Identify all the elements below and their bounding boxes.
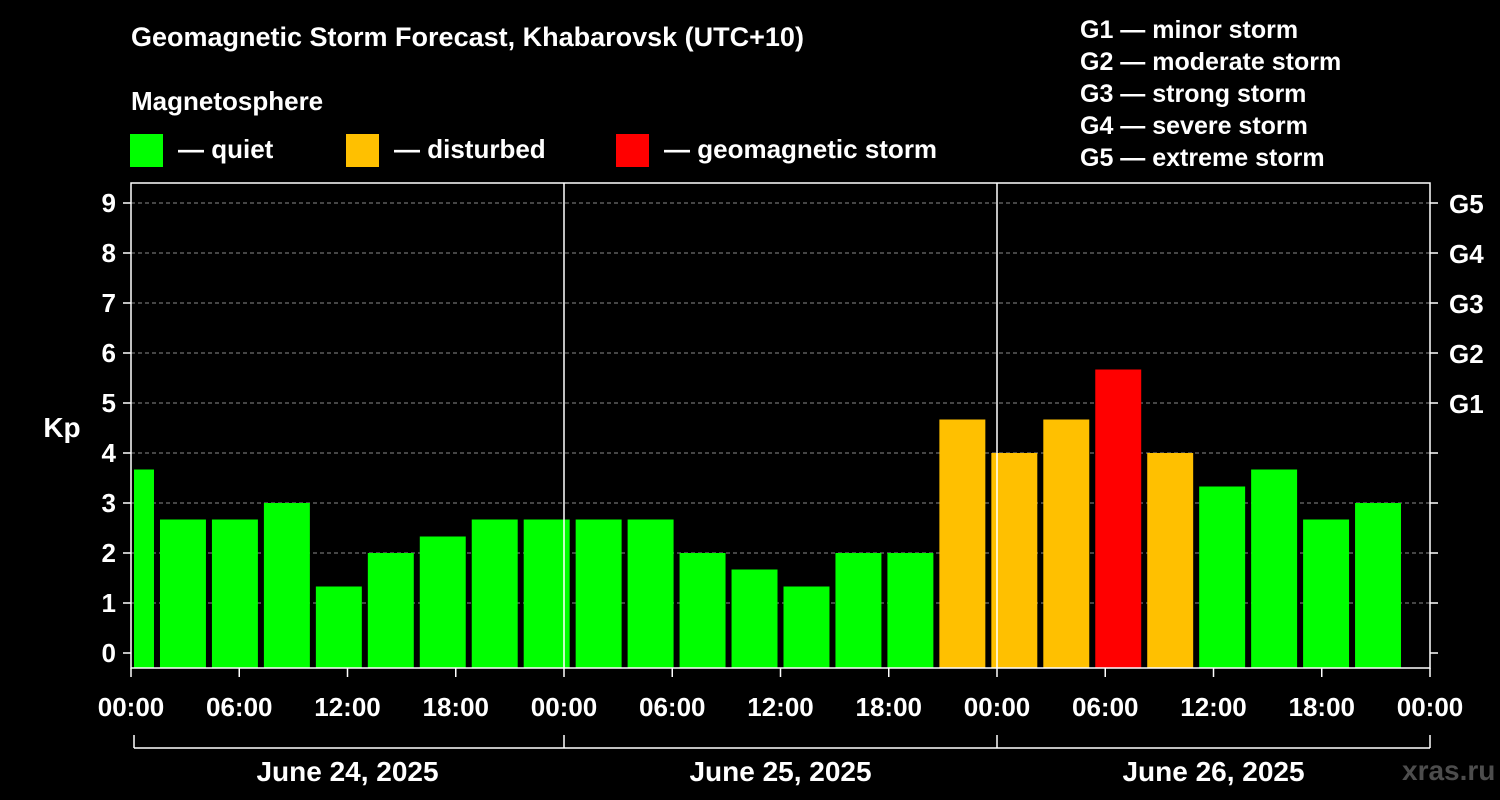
magnetosphere-label: Magnetosphere	[131, 86, 324, 116]
legend-swatch-storm	[616, 134, 649, 167]
x-tick-label: 06:00	[639, 692, 706, 722]
storm-scale-g1: G1 — minor storm	[1080, 16, 1299, 44]
x-tick-label: 06:00	[1072, 692, 1139, 722]
kp-bar	[887, 553, 934, 668]
kp-bar	[211, 519, 258, 668]
x-tick-label: 12:00	[314, 692, 381, 722]
storm-scale-g4: G4 — severe storm	[1080, 112, 1308, 140]
kp-bar	[159, 519, 206, 668]
x-tick-label: 18:00	[856, 692, 923, 722]
kp-bar	[1199, 486, 1246, 668]
storm-scale-g5: G5 — extreme storm	[1080, 144, 1325, 172]
y-tick-label: 4	[102, 438, 117, 468]
y-tick-label: 9	[102, 188, 116, 218]
legend-label-quiet: — quiet	[178, 134, 274, 164]
kp-bar	[575, 519, 622, 668]
kp-bar	[1355, 503, 1402, 668]
x-tick-label: 00:00	[964, 692, 1031, 722]
kp-bar	[679, 553, 726, 668]
kp-bar	[134, 469, 154, 668]
x-tick-label: 18:00	[1289, 692, 1356, 722]
kp-bar	[523, 519, 570, 668]
g-scale-label: G1	[1449, 389, 1484, 419]
kp-bar	[835, 553, 882, 668]
kp-bar	[1251, 469, 1298, 668]
chart-title: Geomagnetic Storm Forecast, Khabarovsk (…	[131, 22, 804, 52]
storm-scale-g3: G3 — strong storm	[1080, 80, 1307, 108]
kp-bar	[419, 536, 466, 668]
g-scale-label: G2	[1449, 339, 1484, 369]
kp-bar	[783, 586, 830, 668]
kp-bar	[1303, 519, 1350, 668]
x-tick-label: 06:00	[206, 692, 273, 722]
x-tick-label: 00:00	[98, 692, 165, 722]
date-label: June 25, 2025	[689, 756, 871, 787]
legend-label-storm: — geomagnetic storm	[664, 134, 938, 164]
credit-watermark: xras.ru	[1402, 755, 1496, 786]
x-tick-label: 12:00	[747, 692, 814, 722]
kp-bar	[991, 453, 1038, 668]
y-axis-label: Kp	[43, 412, 80, 443]
kp-bar	[315, 586, 362, 668]
storm-scale-g2: G2 — moderate storm	[1080, 48, 1342, 76]
y-tick-label: 8	[102, 238, 116, 268]
y-tick-label: 7	[102, 288, 116, 318]
kp-bar	[1095, 369, 1142, 668]
kp-bar	[1147, 453, 1194, 668]
y-tick-label: 3	[102, 488, 116, 518]
y-tick-label: 5	[102, 388, 116, 418]
x-tick-label: 12:00	[1180, 692, 1247, 722]
kp-bar	[1043, 419, 1090, 668]
kp-bar	[939, 419, 986, 668]
date-label: June 26, 2025	[1122, 756, 1304, 787]
storm-scale-list: G1 — minor storm G2 — moderate storm G3 …	[1080, 14, 1341, 174]
date-label: June 24, 2025	[256, 756, 438, 787]
x-tick-label: 00:00	[531, 692, 598, 722]
g-scale-label: G3	[1449, 289, 1484, 319]
g-scale-label: G5	[1449, 189, 1484, 219]
x-tick-label: 18:00	[423, 692, 490, 722]
x-tick-label: 00:00	[1397, 692, 1464, 722]
kp-bar	[731, 569, 778, 668]
kp-bar	[627, 519, 674, 668]
y-tick-label: 1	[102, 588, 116, 618]
y-tick-label: 0	[102, 638, 116, 668]
legend-swatch-disturbed	[346, 134, 379, 167]
legend-swatch-quiet	[130, 134, 163, 167]
kp-bar	[367, 553, 414, 668]
g-scale-label: G4	[1449, 239, 1484, 269]
y-tick-label: 2	[102, 538, 116, 568]
kp-bar	[263, 503, 310, 668]
kp-bar	[471, 519, 518, 668]
legend-label-disturbed: — disturbed	[394, 134, 546, 164]
y-tick-label: 6	[102, 338, 116, 368]
